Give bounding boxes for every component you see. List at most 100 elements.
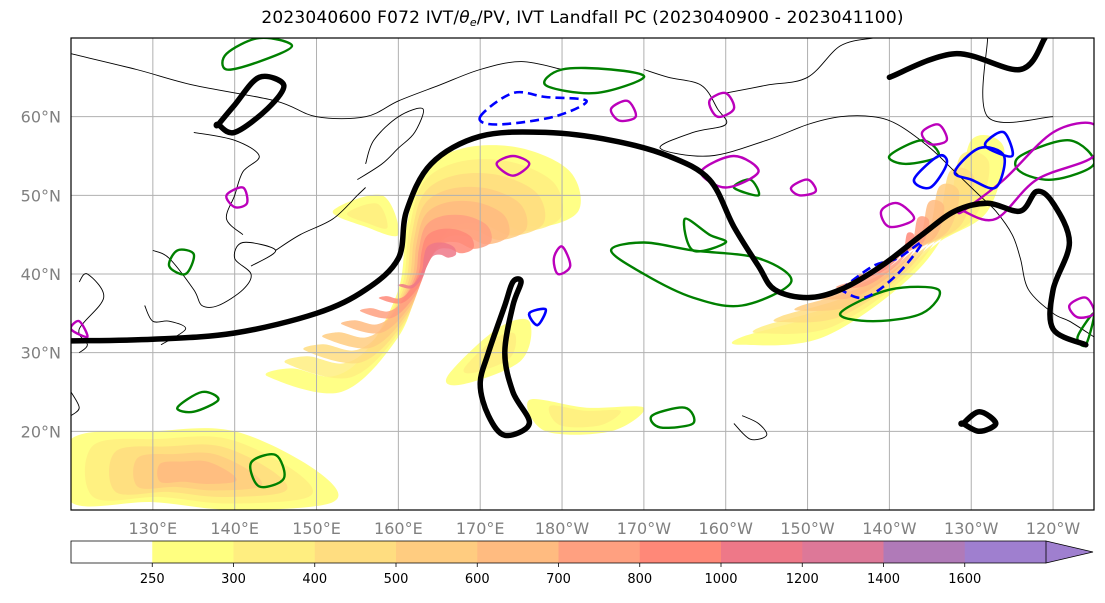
- pv-contour: [71, 129, 1089, 348]
- colorbar-tick-label: 400: [302, 572, 327, 587]
- ivt-pc-other-contour: [957, 121, 1094, 222]
- colorbar-tick-label: 250: [140, 572, 165, 587]
- pv-contours: [71, 38, 1089, 439]
- ivt-pc-positive-contour: [609, 241, 793, 308]
- colorbar-tick-label: 300: [221, 572, 246, 587]
- colorbar-extend-arrow: [1045, 540, 1094, 564]
- theta-e-contour: [953, 146, 1006, 190]
- coastline: [71, 391, 80, 416]
- ivt-plume-main-band: [397, 242, 457, 289]
- coastline: [78, 273, 105, 354]
- ivt-plume-southwest: [71, 428, 339, 510]
- longitude-labels: 130°E 140°E 150°E 160°E 170°E 180°W 170°W 160°W…: [129, 519, 1081, 538]
- lat-tick-label: 30°N: [21, 344, 61, 363]
- pv-contour: [477, 276, 533, 439]
- ivt-pc-other-contour: [707, 91, 736, 119]
- theta-e-contour: [478, 90, 588, 126]
- ivt-shading-layer: [71, 135, 1005, 510]
- colorbar-segment: [802, 541, 884, 563]
- title-prefix: 2023040600 F072 IVT/: [261, 8, 460, 28]
- ivt-plume-east-band: [794, 183, 960, 311]
- ivt-pc-other-contour: [879, 201, 916, 229]
- ivt-plume-main: [265, 145, 581, 394]
- lon-tick-label: 160°E: [374, 519, 423, 538]
- lon-tick-label: 120°W: [1026, 519, 1081, 538]
- pv-contour: [886, 38, 1048, 81]
- ivt-pc-other-contour: [789, 178, 818, 197]
- colorbar-segment: [558, 541, 641, 563]
- lat-tick-label: 20°N: [21, 422, 61, 441]
- ivt-pc-positive-contour: [1014, 139, 1094, 181]
- colorbar-segment: [639, 541, 722, 563]
- ivt-pc-other-contour: [552, 245, 572, 276]
- latitude-labels: 20°N 30°N 40°N 50°N 60°N: [21, 108, 61, 442]
- ivt-pc-other-contour: [1068, 296, 1094, 319]
- ivt-pc-other-contour: [920, 123, 949, 146]
- lon-tick-label: 150°E: [292, 519, 341, 538]
- coastline: [71, 53, 563, 120]
- theta-symbol: θ: [459, 8, 470, 28]
- colorbar-tick-label: 600: [465, 572, 490, 587]
- ivt-pc-positive-contour: [543, 66, 646, 95]
- colorbar-segment: [71, 541, 153, 563]
- ivt-pc-other-contour: [225, 186, 249, 209]
- ivt-plume-southwest-band: [157, 460, 237, 484]
- lon-tick-label: 170°E: [456, 519, 505, 538]
- colorbar-segment: [477, 541, 559, 563]
- ivt-pc-positive-contour: [682, 217, 728, 253]
- theta-e-contour: [912, 154, 949, 190]
- pv-contour: [958, 408, 999, 435]
- lat-tick-label: 50°N: [21, 186, 61, 205]
- ivt-plume-east-band: [856, 232, 915, 277]
- coastlines: [71, 38, 1094, 441]
- coastline: [643, 69, 1094, 338]
- coastline: [152, 241, 277, 308]
- ivt-pc-positive-contour: [649, 406, 696, 429]
- colorbar-segment: [314, 541, 397, 563]
- theta-subscript: e: [469, 16, 477, 29]
- lon-tick-label: 150°W: [780, 519, 835, 538]
- figure-title: 2023040600 F072 IVT/θe/PV, IVT Landfall …: [0, 8, 1105, 29]
- theta-e-contour: [527, 307, 548, 327]
- map-frame: [70, 37, 1095, 511]
- lat-tick-label: 40°N: [21, 265, 61, 284]
- colorbar-tick-label: 700: [546, 572, 571, 587]
- ivt-plume-east: [731, 135, 1005, 346]
- ivt-plume-east-band: [815, 199, 945, 300]
- colorbar-segment: [152, 541, 234, 563]
- lon-tick-label: 140°W: [862, 519, 917, 538]
- lon-tick-label: 160°W: [699, 519, 754, 538]
- colorbar-tick-label: 1000: [704, 572, 737, 587]
- ivt-pc-other-contour: [495, 154, 531, 177]
- ivt-pc-positive-contour: [176, 390, 220, 414]
- coastline: [982, 38, 1054, 123]
- lon-tick-label: 140°E: [210, 519, 259, 538]
- ivt-pc-positive-contour: [839, 285, 942, 323]
- ivt-pc-positive-contour: [221, 38, 294, 71]
- theta-e-contour: [983, 130, 1015, 158]
- colorbar-segment: [396, 541, 478, 563]
- coastline: [275, 187, 366, 251]
- colorbar-tick-label: 500: [384, 572, 409, 587]
- colorbar-segment: [964, 541, 1047, 563]
- ivt-pc-positive-contour: [167, 248, 196, 276]
- ivt-pc-other-contour: [71, 319, 89, 339]
- lon-tick-label: 130°W: [944, 519, 999, 538]
- ivt-pc-contours: [71, 38, 1094, 489]
- title-suffix: /PV, IVT Landfall PC (2023040900 - 20230…: [476, 8, 904, 28]
- coastline: [193, 131, 260, 236]
- lat-tick-label: 60°N: [21, 108, 61, 127]
- colorbar-segment: [233, 541, 316, 563]
- coastline: [733, 415, 768, 441]
- colorbar-tick-label: 1400: [867, 572, 900, 587]
- ivt-pc-positive-contour: [249, 453, 286, 489]
- ivt-plume-central-south: [527, 398, 645, 435]
- colorbar-segment: [883, 541, 966, 563]
- ivt-plume-north-fragment: [332, 194, 399, 237]
- ivt-plume-central-south-band: [548, 405, 621, 428]
- colorbar-tick-label: 1600: [948, 572, 981, 587]
- coastline: [144, 305, 187, 346]
- ivt-pc-positive-contour: [732, 178, 761, 197]
- pv-contour: [213, 73, 287, 136]
